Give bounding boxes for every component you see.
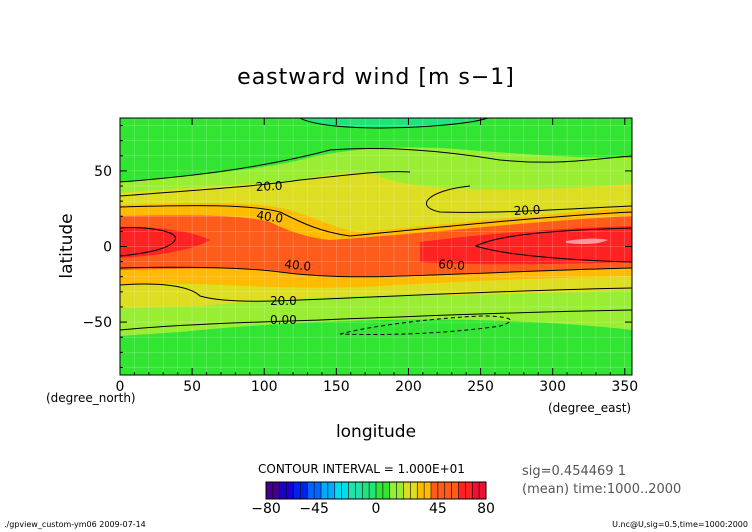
contour-label-40-north: 40.0	[256, 208, 284, 226]
region-60-70-west	[120, 226, 210, 258]
colorbar-segment	[479, 482, 487, 499]
colorbar-segment	[382, 482, 391, 499]
colorbar-segment	[465, 482, 473, 499]
time-label: (mean) time:1000..2000	[522, 482, 681, 497]
plot-area: 20.0 40.0 40.0 20.0 60.0 20.0 0.00	[120, 118, 632, 375]
sig-label: sig=0.454469 1	[522, 464, 626, 479]
colorbar-segment	[314, 482, 322, 499]
colorbar-segment	[444, 482, 452, 499]
colorbar-segment	[389, 482, 397, 499]
x-axis-title: longitude	[336, 422, 416, 442]
x-tick-label: 200	[395, 379, 422, 395]
region-negative-north	[300, 118, 488, 128]
y-tick-label: −50	[82, 315, 112, 331]
colorbar-segment	[369, 482, 377, 499]
contour-line-40-north	[120, 205, 632, 237]
contour-lines	[120, 118, 632, 336]
x-tick-label: 300	[539, 379, 566, 395]
footer-right: U.nc@U,sig=0.5,time=1000:2000	[612, 520, 748, 529]
colorbar-segment	[396, 482, 404, 499]
contour-label-60: 60.0	[438, 257, 466, 273]
colorbar	[265, 481, 487, 500]
contour-line-0	[120, 309, 632, 331]
x-tick-label: 50	[183, 379, 201, 395]
contour-label-40-south: 40.0	[284, 257, 312, 274]
colorbar-segment	[266, 482, 274, 499]
colorbar-segment	[403, 482, 411, 499]
region-70-80	[566, 238, 608, 244]
y-axis: 50 0 −50	[82, 125, 632, 368]
x-tick-label: 150	[323, 379, 350, 395]
y-tick-label: 0	[103, 240, 112, 256]
colorbar-segment	[376, 482, 384, 499]
contour-line-20-south	[120, 283, 632, 302]
contour-label-20-north-east: 20.0	[513, 203, 540, 218]
contour-line-neg10	[339, 315, 511, 336]
contour-label-20-north-west: 20.0	[255, 179, 282, 194]
y-unit-label: (degree_north)	[46, 391, 136, 405]
contour-labels: 20.0 40.0 40.0 20.0 60.0 20.0 0.00	[255, 179, 540, 327]
colorbar-segment	[334, 482, 342, 499]
colorbar-segment	[279, 482, 287, 499]
footer-left: ./gpview_custom-ym06 2009-07-14	[4, 520, 146, 529]
contour-line-60-west	[120, 227, 176, 257]
colorbar-tick-label: 0	[372, 501, 381, 517]
colorbar-segment	[417, 482, 425, 499]
colorbar-segment	[410, 482, 418, 499]
colorbar-segment	[286, 482, 294, 499]
contour-line-10	[120, 147, 632, 183]
contour-interval-label: CONTOUR INTERVAL = 1.000E+01	[258, 462, 465, 476]
colorbar-segment	[341, 482, 349, 499]
x-tick-label: 0	[116, 379, 125, 395]
colorbar-tick-label: 45	[429, 501, 447, 517]
contour-line-60-east	[474, 227, 632, 263]
chart-title: eastward wind [m s−1]	[237, 65, 515, 90]
x-unit-label: (degree_east)	[548, 401, 631, 415]
colorbar-segment	[355, 482, 363, 499]
colorbar-segment	[458, 482, 466, 499]
colorbar-ticks: −80 −45 0 45 80	[251, 501, 495, 517]
colorbar-segment	[293, 482, 301, 499]
x-tick-label: 350	[611, 379, 638, 395]
colorbar-segment	[424, 482, 432, 499]
contour-label-0: 0.00	[270, 313, 297, 327]
colorbar-segment	[321, 482, 329, 499]
colorbar-tick-label: 80	[477, 501, 495, 517]
x-axis: 0 50 100 150 200 250 300 350	[116, 118, 638, 395]
colorbar-segment	[431, 482, 439, 499]
contour-line-40-south	[120, 266, 632, 278]
contour-label-20-south: 20.0	[270, 294, 297, 308]
colorbar-segment	[272, 482, 281, 499]
contour-line-north-patch	[299, 118, 489, 129]
contour-line-20-north	[120, 171, 632, 213]
colorbar-segment	[451, 482, 459, 499]
colorbar-frame	[265, 481, 487, 500]
colorbar-segment	[348, 482, 356, 499]
grid	[120, 118, 632, 375]
colorbar-segment	[327, 482, 336, 499]
colorbar-tick-label: −45	[299, 501, 329, 517]
colorbar-segment	[300, 482, 308, 499]
x-tick-label: 100	[251, 379, 278, 395]
colorbar-segment	[362, 482, 370, 499]
colorbar-segment	[307, 482, 315, 499]
x-tick-label: 250	[467, 379, 494, 395]
y-axis-title: latitude	[57, 213, 77, 278]
colorbar-segment	[472, 482, 480, 499]
colorbar-segment	[437, 482, 446, 499]
region-60-70-east	[420, 226, 632, 265]
colorbar-tick-label: −80	[251, 501, 281, 517]
y-tick-label: 50	[94, 164, 112, 180]
